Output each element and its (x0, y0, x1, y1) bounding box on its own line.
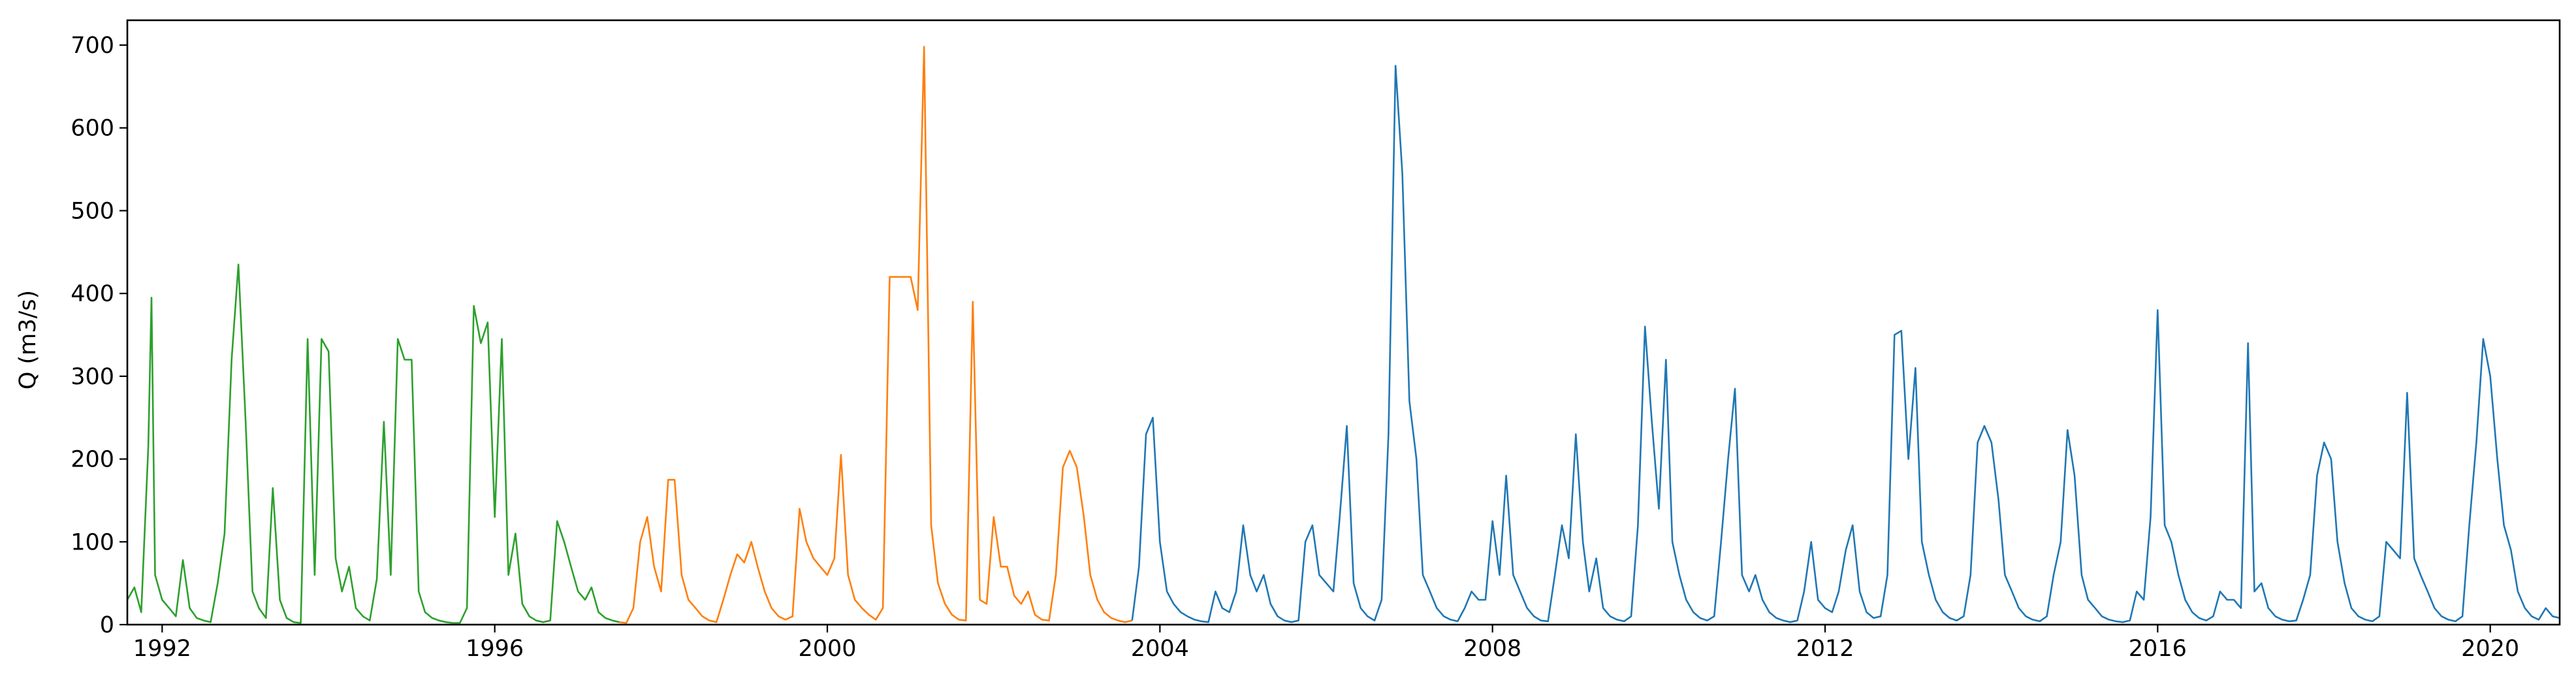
y-tick-label: 600 (71, 116, 114, 142)
x-tick-label: 2016 (2129, 636, 2187, 662)
series-layer (126, 46, 2560, 624)
y-tick-label: 200 (71, 447, 114, 473)
y-tick-label: 700 (71, 33, 114, 59)
y-tick-label: 400 (71, 281, 114, 307)
series-line-2 (619, 46, 1133, 624)
series-line-1 (126, 263, 620, 624)
y-tick-label: 100 (71, 529, 114, 555)
x-tick-label: 2004 (1131, 636, 1189, 662)
x-tick-label: 1992 (133, 636, 191, 662)
y-tick-label: 0 (100, 612, 114, 638)
x-tick-label: 2000 (798, 636, 856, 662)
x-axis: 1992 1996 2000 2004 2008 2012 2016 2020 (133, 625, 2519, 662)
y-tick-label: 300 (71, 364, 114, 390)
y-axis: 0 100 200 300 400 500 600 700 (71, 33, 127, 638)
x-tick-label: 2020 (2461, 636, 2519, 662)
y-tick-label: 500 (71, 198, 114, 224)
x-tick-label: 2008 (1463, 636, 1521, 662)
series-line-3 (1131, 65, 2560, 623)
x-tick-label: 2012 (1796, 636, 1854, 662)
x-tick-label: 1996 (466, 636, 524, 662)
y-axis-title: Q (m3/s) (15, 290, 41, 389)
plot-frame (126, 19, 2561, 626)
